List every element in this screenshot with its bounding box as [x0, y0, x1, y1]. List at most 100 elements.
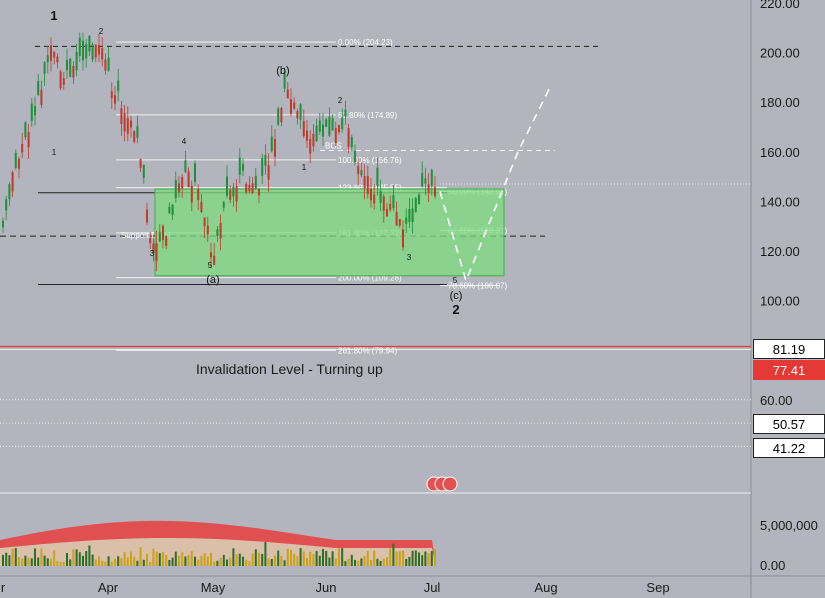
volume-bar [328, 557, 331, 566]
candle-body [34, 106, 36, 116]
fib-label: 0.00% (204.23) [338, 38, 393, 47]
volume-bar [50, 558, 52, 566]
volume-bar [277, 550, 280, 566]
candle-body [152, 243, 155, 254]
candle-body [280, 108, 283, 123]
volume-bar [344, 561, 347, 566]
candle-body [386, 209, 388, 217]
volume-bar [136, 560, 139, 566]
volume-bar [318, 555, 321, 566]
candle-body [107, 57, 110, 71]
wave-label: 5 [208, 261, 213, 270]
candle-body [357, 166, 360, 174]
volume-bar [184, 556, 187, 566]
candle-body [184, 160, 187, 173]
target-zone [154, 188, 505, 277]
volume-bar [30, 558, 33, 566]
candle-body [283, 72, 286, 89]
y-tick-label: 160.00 [760, 145, 800, 160]
volume-bar [2, 554, 4, 566]
invalidation-label: Invalidation Level - Turning up [196, 361, 383, 377]
volume-bar [168, 559, 171, 566]
candle-body [286, 89, 289, 99]
volume-bar [386, 557, 388, 566]
candle-body [101, 48, 104, 60]
volume-bar [78, 552, 81, 566]
candle-body [242, 164, 244, 171]
candle-body [2, 220, 4, 228]
volume-bar [302, 551, 305, 566]
candle-body [91, 44, 94, 60]
x-tick-label: r [1, 580, 6, 595]
target-zone-rect [154, 188, 505, 277]
volume-bar [114, 558, 116, 566]
x-tick-label: Sep [646, 580, 669, 595]
volume-bar [341, 548, 344, 566]
volume-bar [264, 542, 267, 566]
volume-bar [72, 549, 75, 566]
volume-bar [392, 543, 395, 566]
candle-body [66, 60, 68, 71]
candle-body [27, 132, 30, 148]
wave-label: 2 [338, 96, 343, 105]
candle-body [254, 175, 257, 189]
volume-bar [395, 551, 398, 566]
volume-bar [414, 550, 417, 566]
candle-body [216, 229, 219, 236]
volume-bar [261, 553, 264, 566]
candle-body [46, 55, 49, 63]
candle-body [405, 217, 408, 224]
candle-body [338, 124, 340, 132]
y-axis: 220.00 200.00 180.00 160.00 140.00 120.00 100.… [760, 0, 818, 573]
candle-body [232, 186, 235, 197]
volume-bar [155, 551, 158, 566]
volume-bar [75, 549, 78, 566]
candle-body [402, 229, 404, 248]
candle-body [30, 103, 33, 122]
y-tick-label: 200.00 [760, 46, 800, 61]
support-label: Support Level [121, 231, 171, 240]
volume-bar [56, 561, 59, 566]
candle-body [136, 126, 139, 138]
y-tick-label: 140.00 [760, 194, 800, 209]
candle-body [424, 178, 427, 184]
volume-bar [126, 557, 129, 566]
volume-bar [229, 557, 232, 566]
candle-body [347, 128, 350, 147]
volume-bar [245, 559, 248, 566]
fib-label: 200.00% (109.28) [338, 274, 402, 283]
volume-bar [306, 557, 308, 566]
wave-label: 2 [99, 27, 104, 36]
volume-bar [427, 553, 430, 566]
volume-bar [46, 558, 49, 566]
volume-bar [203, 553, 206, 566]
us-flag-icon[interactable] [426, 476, 458, 492]
wave-label: 5 [453, 276, 458, 285]
x-tick-label: Apr [98, 580, 119, 595]
candle-body [171, 204, 174, 215]
candle-body [56, 56, 59, 63]
volume-bar [251, 553, 254, 566]
volume-bar [206, 556, 209, 566]
volume-bar [366, 550, 369, 566]
volume-bar [354, 559, 356, 566]
volume-bar [315, 551, 318, 566]
candle-body [363, 176, 366, 189]
candle-body [261, 157, 264, 176]
projection-path [439, 86, 551, 284]
volume-bar [66, 553, 68, 566]
candle-body [360, 170, 363, 176]
volume-bar [219, 557, 222, 566]
candle-body [328, 116, 331, 136]
volume-bar [110, 561, 113, 566]
volume-bar [200, 555, 203, 566]
volume-bar [107, 556, 110, 566]
candle-body [267, 165, 270, 180]
volume-tick-label: 5,000,000 [760, 518, 818, 533]
candle-body [203, 217, 206, 226]
volume-bar [120, 558, 123, 566]
volume-bar [139, 547, 142, 566]
volume-bar [379, 560, 382, 566]
